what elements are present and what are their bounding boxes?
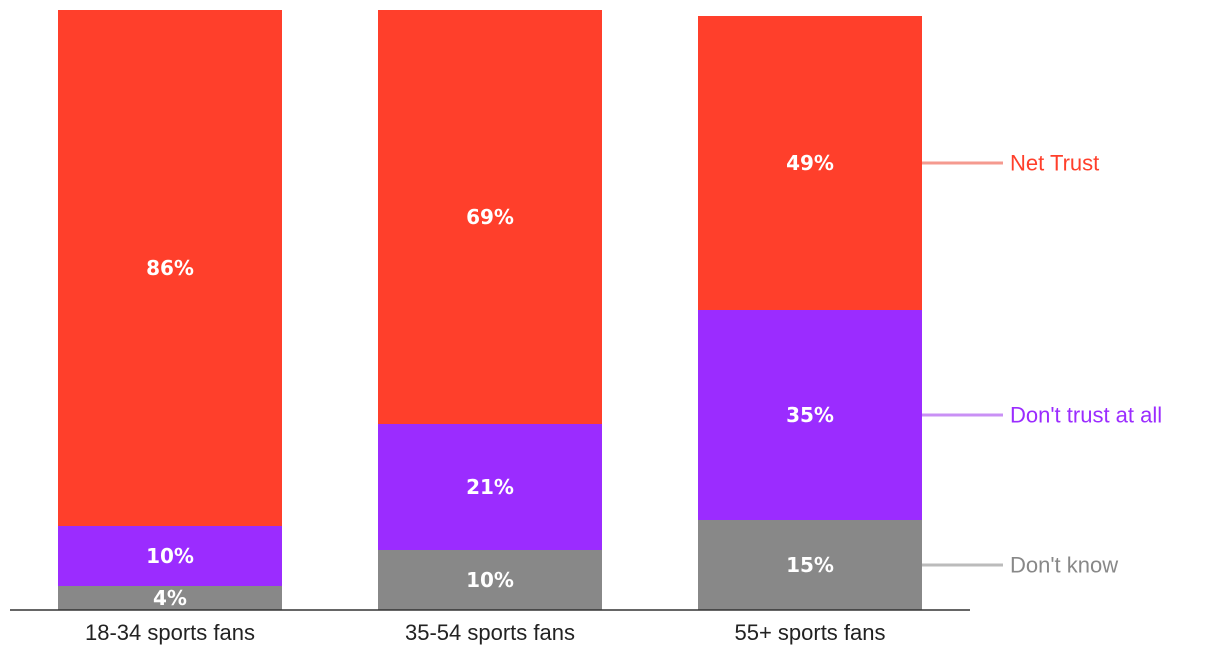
category-labels-group: 18-34 sports fans 35-54 sports fans 55+ sp…: [85, 620, 886, 645]
bar-55-sports-fans-don-t-trust-at-all: [698, 310, 922, 520]
data-label-18-34-sports-fans-don-t-know: 4%: [153, 586, 187, 610]
bar-55-sports-fans-net-trust: [698, 16, 922, 310]
bar-18-34-sports-fans-don-t-know: [58, 586, 282, 610]
category-label-55-sports-fans: 55+ sports fans: [734, 620, 885, 645]
bar-18-34-sports-fans-net-trust: [58, 10, 282, 526]
legend: Don't know Don't trust at all Net Trust: [922, 151, 1162, 578]
legend-label-don-t-trust-at-all: Don't trust at all: [1010, 403, 1162, 428]
bar-55-sports-fans-don-t-know: [698, 520, 922, 610]
legend-label-net-trust: Net Trust: [1010, 151, 1099, 176]
data-label-55-sports-fans-net-trust: 49%: [786, 151, 834, 175]
category-label-18-34-sports-fans: 18-34 sports fans: [85, 620, 255, 645]
bar-35-54-sports-fans-net-trust: [378, 10, 602, 424]
data-label-35-54-sports-fans-don-t-know: 10%: [466, 568, 514, 592]
segment-labels-group: 4% 10% 86% 10% 21% 69% 15% 35% 49%: [146, 151, 834, 610]
data-label-35-54-sports-fans-net-trust: 69%: [466, 205, 514, 229]
data-label-55-sports-fans-don-t-trust-at-all: 35%: [786, 403, 834, 427]
data-label-35-54-sports-fans-don-t-trust-at-all: 21%: [466, 475, 514, 499]
data-label-18-34-sports-fans-net-trust: 86%: [146, 256, 194, 280]
bar-35-54-sports-fans-don-t-know: [378, 550, 602, 610]
data-label-18-34-sports-fans-don-t-trust-at-all: 10%: [146, 544, 194, 568]
bar-35-54-sports-fans-don-t-trust-at-all: [378, 424, 602, 550]
bars-group: [58, 10, 922, 610]
data-label-55-sports-fans-don-t-know: 15%: [786, 553, 834, 577]
bar-18-34-sports-fans-don-t-trust-at-all: [58, 526, 282, 586]
category-label-35-54-sports-fans: 35-54 sports fans: [405, 620, 575, 645]
legend-label-don-t-know: Don't know: [1010, 553, 1118, 578]
